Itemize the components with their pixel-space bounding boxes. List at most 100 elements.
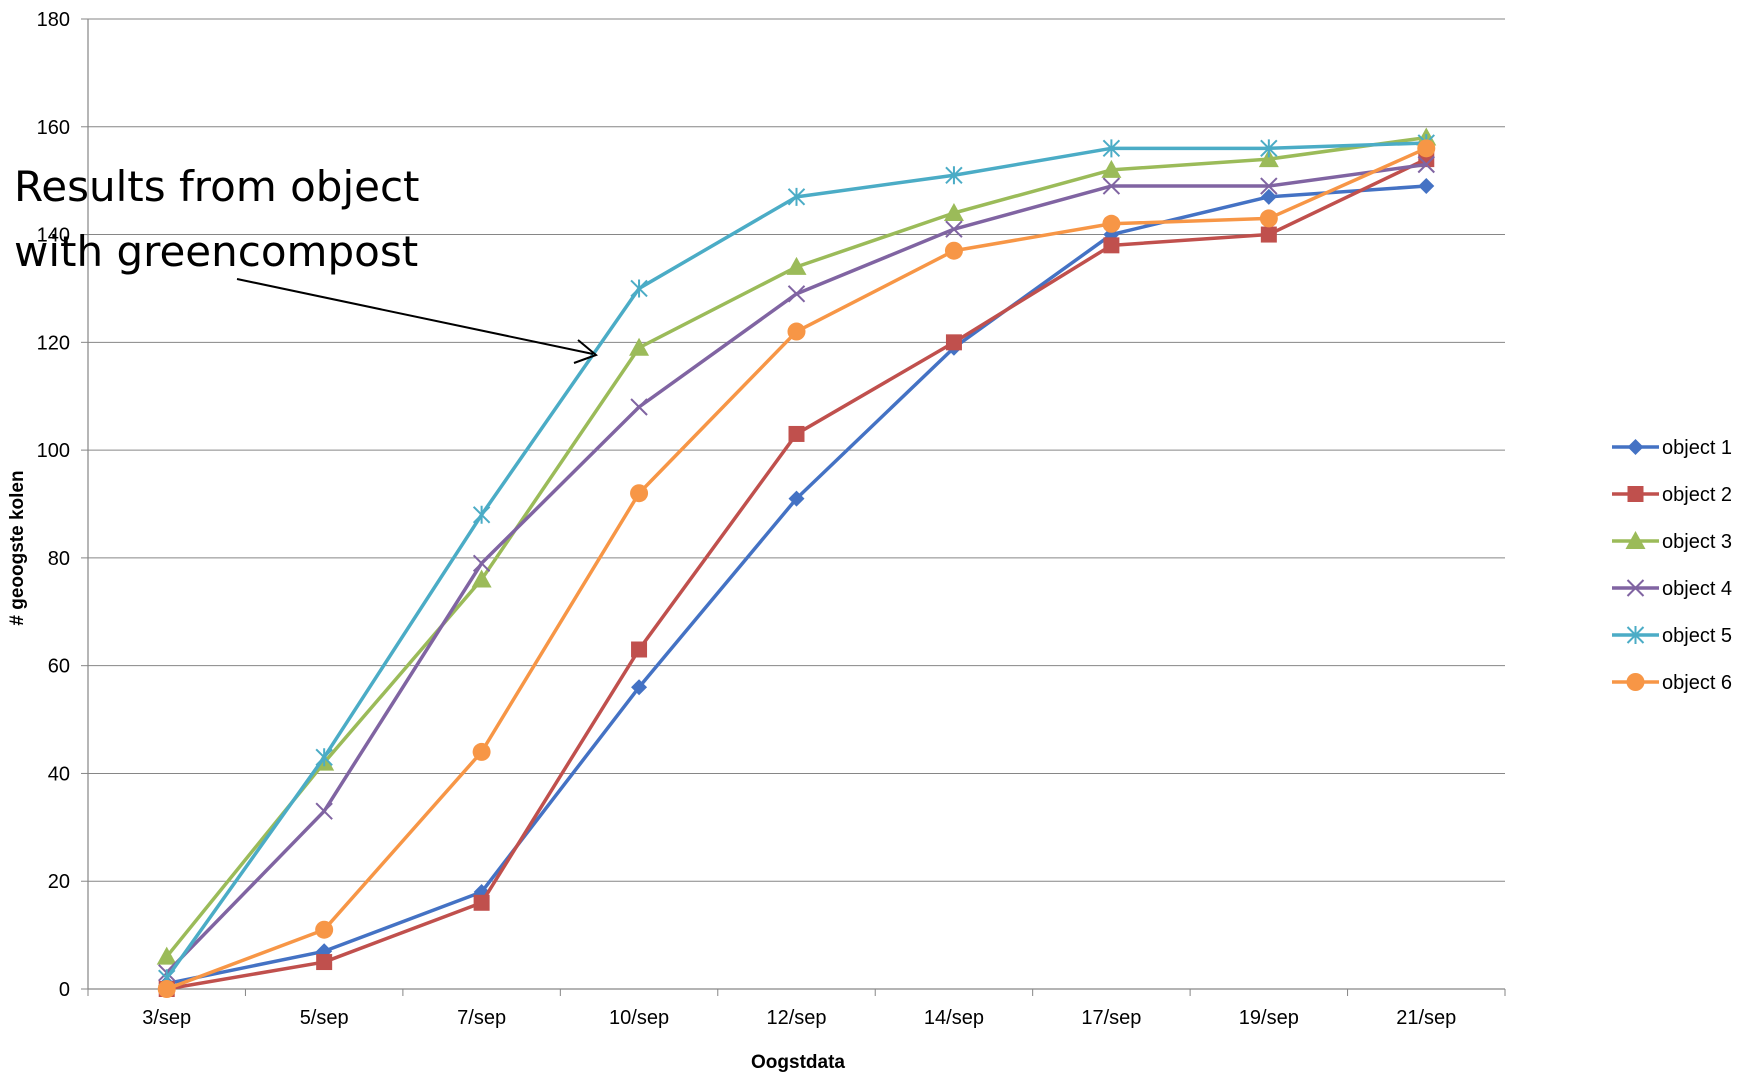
x-tick-label: 12/sep (766, 1007, 826, 1029)
data-point (1259, 209, 1278, 228)
data-point (316, 954, 333, 971)
legend-label: object 2 (1662, 484, 1732, 506)
legend-marker (1626, 579, 1645, 597)
data-point (315, 748, 333, 767)
data-point (944, 241, 963, 260)
series-object-6 (157, 139, 1436, 998)
data-point (945, 220, 963, 238)
grid-lines (88, 18, 1505, 882)
legend-item: object 5 (1612, 625, 1732, 647)
legend-label: object 5 (1662, 625, 1732, 647)
series-object-1 (158, 178, 1435, 992)
data-point (1102, 139, 1121, 158)
data-point (1260, 188, 1277, 205)
legend-label: object 3 (1662, 531, 1732, 553)
legend-marker (1627, 439, 1644, 455)
data-point (1260, 177, 1278, 195)
y-tick-label: 140 (37, 225, 70, 247)
data-point (787, 322, 806, 341)
legend-item: object 1 (1612, 437, 1732, 459)
data-point (156, 946, 177, 965)
data-point (786, 256, 807, 275)
legend-marker (1625, 531, 1646, 549)
data-point (1103, 237, 1120, 254)
annotation-line-2: with greencompost (14, 227, 418, 276)
data-point (471, 569, 492, 588)
y-axis-title: # geoogste kolen (7, 470, 28, 625)
y-tick-label: 160 (37, 117, 70, 139)
legend-item: object 2 (1612, 484, 1732, 506)
data-point (1418, 178, 1435, 195)
data-point (315, 802, 333, 820)
data-point (472, 505, 491, 524)
data-point (1258, 149, 1279, 168)
annotation-arrowhead (573, 339, 598, 364)
data-point (1102, 214, 1121, 233)
x-tick-label: 21/sep (1396, 1007, 1456, 1029)
data-point (943, 203, 964, 221)
x-tick-label: 19/sep (1239, 1007, 1299, 1029)
y-tick-label: 0 (59, 979, 70, 1001)
x-tick-label: 17/sep (1081, 1007, 1141, 1029)
data-point (1260, 139, 1278, 158)
data-point (1101, 159, 1122, 178)
y-tick-label: 20 (48, 871, 70, 893)
y-tick-label: 40 (48, 763, 70, 785)
series-line (165, 162, 1427, 975)
data-point (315, 920, 334, 939)
annotation: Results from object with greencompost (14, 162, 598, 364)
series-object-2 (158, 151, 1435, 997)
legend-marker (1627, 486, 1644, 502)
data-point (945, 334, 962, 351)
legend-item: object 3 (1612, 531, 1732, 553)
data-point (629, 337, 650, 356)
legend-item: object 6 (1612, 672, 1732, 694)
x-tick-label: 5/sep (300, 1007, 349, 1029)
legend-marker (1626, 673, 1645, 691)
x-tick-labels: 3/sep 5/sep 7/sep 10/sep 12/sep 14/sep 17/sep 1… (142, 1007, 1456, 1029)
data-point (630, 279, 648, 298)
legend: object 1 object 2 object 3 object 4 object 5… (1612, 437, 1732, 694)
data-point (630, 484, 649, 503)
data-point (788, 425, 805, 442)
legend-marker (1626, 626, 1645, 644)
data-point (631, 641, 648, 658)
x-tick-label: 14/sep (924, 1007, 984, 1029)
data-point (1417, 155, 1435, 174)
data-point (945, 166, 963, 185)
legend-label: object 6 (1662, 672, 1732, 694)
data-point (1417, 139, 1436, 158)
legend-item: object 4 (1612, 578, 1732, 600)
data-point (630, 398, 648, 416)
y-tick-label: 60 (48, 656, 70, 678)
data-point (1102, 177, 1121, 195)
series-object-4 (158, 155, 1435, 982)
series-line (166, 157, 1428, 991)
data-point (472, 742, 491, 761)
data-point (472, 554, 491, 572)
data-point (788, 490, 805, 507)
x-axis-title: Oogstdata (751, 1052, 845, 1073)
series-lines (156, 127, 1437, 998)
data-point (787, 187, 806, 206)
x-tick-label: 10/sep (609, 1007, 669, 1029)
y-tick-label: 100 (37, 440, 70, 462)
data-point (631, 679, 648, 696)
legend-label: object 1 (1662, 437, 1732, 459)
y-tick-labels: 0 20 40 60 80 100 120 140 160 180 (37, 9, 70, 1001)
x-tick-label: 3/sep (142, 1007, 191, 1029)
data-point (1260, 226, 1277, 243)
annotation-arrow (236, 278, 594, 355)
legend-label: object 4 (1662, 578, 1732, 600)
y-tick-label: 180 (37, 9, 70, 31)
data-point (473, 894, 490, 911)
data-point (157, 980, 176, 998)
data-point (787, 285, 806, 303)
y-tick-label: 120 (37, 332, 70, 354)
axes (81, 18, 1506, 996)
annotation-line-1: Results from object (14, 162, 420, 211)
series-line (166, 184, 1427, 986)
y-tick-label: 80 (48, 548, 70, 570)
x-tick-label: 7/sep (457, 1007, 506, 1029)
